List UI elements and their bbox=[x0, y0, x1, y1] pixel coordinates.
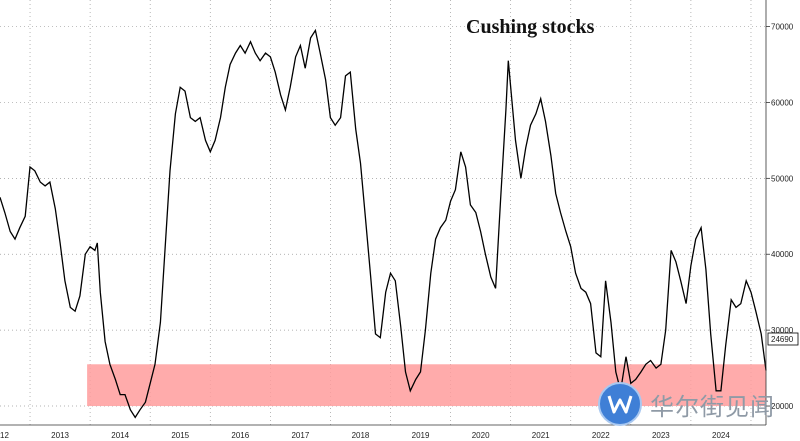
y-tick-label: 40000 bbox=[771, 250, 794, 259]
y-tick-label: 50000 bbox=[771, 174, 794, 183]
x-tick-label: 2017 bbox=[291, 431, 309, 440]
watermark-text: 华尔街见闻 bbox=[650, 392, 775, 421]
x-tick-label: 2023 bbox=[652, 431, 670, 440]
wallstreetcn-logo-icon bbox=[598, 382, 642, 426]
last-value-label: 24690 bbox=[771, 335, 794, 344]
y-tick-labels: 20000 30000 40000 50000 60000 70000 bbox=[766, 23, 794, 411]
y-tick-label: 20000 bbox=[771, 402, 794, 411]
x-tick-label: 2014 bbox=[111, 431, 129, 440]
x-tick-label: 2020 bbox=[472, 431, 490, 440]
grid-lines bbox=[0, 0, 766, 425]
x-tick-label: 2016 bbox=[231, 431, 249, 440]
x-tick-label: 2021 bbox=[532, 431, 550, 440]
watermark-logo: 华尔街见闻 bbox=[598, 382, 775, 426]
y-tick-label: 70000 bbox=[771, 23, 794, 32]
x-tick-label: 2015 bbox=[171, 431, 189, 440]
series-line-cushing-stocks bbox=[0, 28, 767, 419]
last-value-badge: 24690 bbox=[767, 332, 799, 346]
x-tick-label: 2019 bbox=[412, 431, 430, 440]
x-tick-label: 2012 bbox=[0, 431, 9, 440]
x-tick-label: 2018 bbox=[352, 431, 370, 440]
y-tick-label: 60000 bbox=[771, 98, 794, 107]
highlight-band bbox=[87, 364, 767, 407]
x-tick-label: 2013 bbox=[51, 431, 69, 440]
axes bbox=[0, 0, 767, 426]
chart-title: Cushing stocks bbox=[466, 16, 595, 38]
y-tick-label: 30000 bbox=[771, 326, 794, 335]
x-tick-labels: 2012 2013 2014 2015 2016 2017 2018 2019 2020 2021… bbox=[0, 431, 730, 440]
x-tick-label: 2022 bbox=[592, 431, 610, 440]
x-tick-label: 2024 bbox=[712, 431, 730, 440]
